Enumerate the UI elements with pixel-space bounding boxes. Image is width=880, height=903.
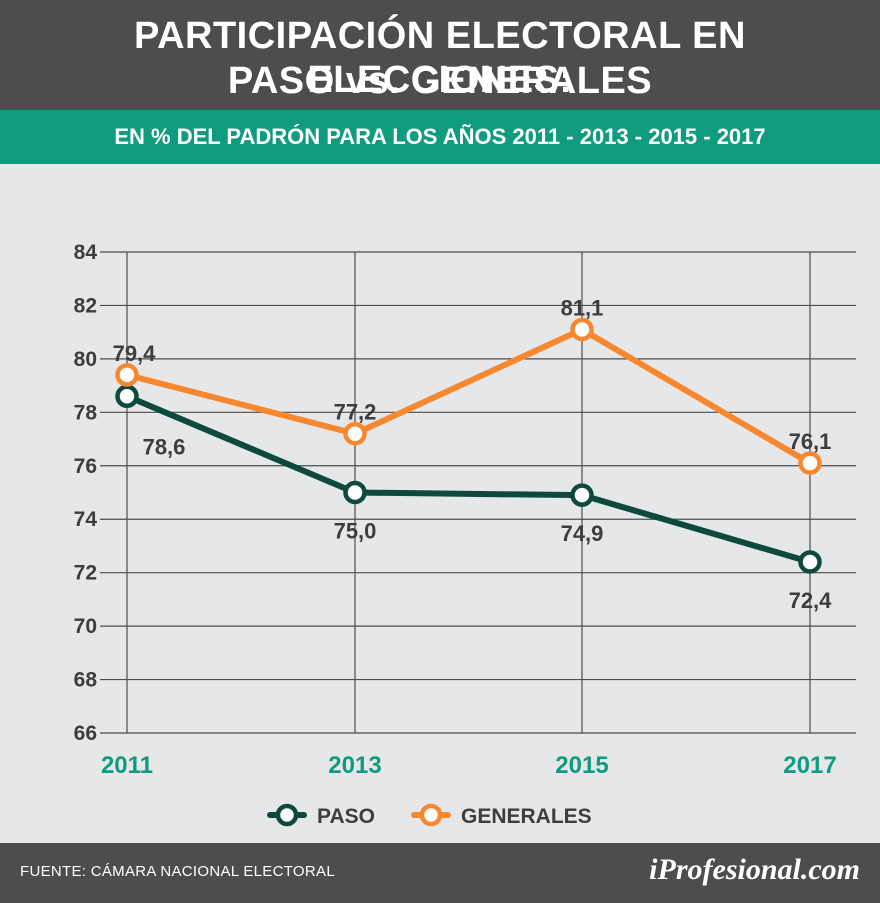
y-tick-label: 66: [74, 722, 97, 745]
data-point-generales: [570, 317, 594, 342]
y-tick-label: 78: [74, 401, 98, 424]
y-tick-label: 70: [74, 615, 97, 638]
data-point-generales: [343, 421, 367, 446]
data-label: 72,4: [789, 588, 833, 613]
brand-logo: iProfesional.com: [649, 853, 860, 886]
series-line-generales: [124, 326, 813, 467]
series-line-paso: [124, 393, 813, 565]
header: PARTICIPACIÓN ELECTORAL EN ELECCIONES: P…: [0, 0, 880, 110]
footer: FUENTE: CÁMARA NACIONAL ELECTORAL iProfe…: [0, 843, 880, 903]
y-tick-label: 76: [74, 455, 97, 478]
x-tick-label: 2015: [555, 752, 608, 779]
legend-marker-paso: [275, 803, 299, 827]
data-label: 75,0: [334, 519, 377, 544]
data-point-paso: [115, 384, 139, 409]
x-tick-label: 2013: [328, 752, 381, 779]
source-note: FUENTE: CÁMARA NACIONAL ELECTORAL: [20, 863, 335, 880]
data-label: 81,1: [561, 295, 604, 320]
data-point-paso: [570, 483, 594, 507]
chart-title-line-1: PARTICIPACIÓN ELECTORAL EN ELECCIONES:: [134, 15, 746, 101]
x-tick-label: 2017: [783, 752, 836, 779]
data-point-generales: [115, 363, 139, 387]
data-label: 77,2: [334, 400, 377, 425]
y-tick-label: 68: [74, 669, 98, 692]
data-point-paso: [343, 480, 367, 505]
y-tick-label: 84: [74, 241, 98, 264]
data-label: 74,9: [561, 521, 604, 546]
x-tick-label: 2011: [101, 752, 153, 779]
data-label: 78,6: [143, 434, 186, 459]
legend-label-paso: PASO: [317, 805, 375, 828]
chart-title-line-2: PASO vs. GENERALES: [227, 60, 653, 102]
line-chart: 66 68 70 72 74 76 78 80 82 84 2011 2013 2015 2017 78,6…: [74, 241, 856, 828]
y-tick-label: 82: [74, 294, 97, 317]
data-label: 76,1: [789, 429, 832, 454]
data-point-paso: [798, 550, 822, 574]
legend-label-generales: GENERALES: [461, 805, 592, 828]
y-tick-label: 80: [74, 348, 97, 371]
y-tick-label: 72: [74, 562, 97, 585]
chart-subtitle: EN % DEL PADRÓN PARA LOS AÑOS 2011 - 201…: [0, 110, 880, 164]
y-tick-label: 74: [74, 508, 98, 531]
data-point-generales: [798, 451, 822, 475]
data-label: 79,4: [113, 341, 157, 366]
legend-marker-generales: [419, 803, 443, 827]
